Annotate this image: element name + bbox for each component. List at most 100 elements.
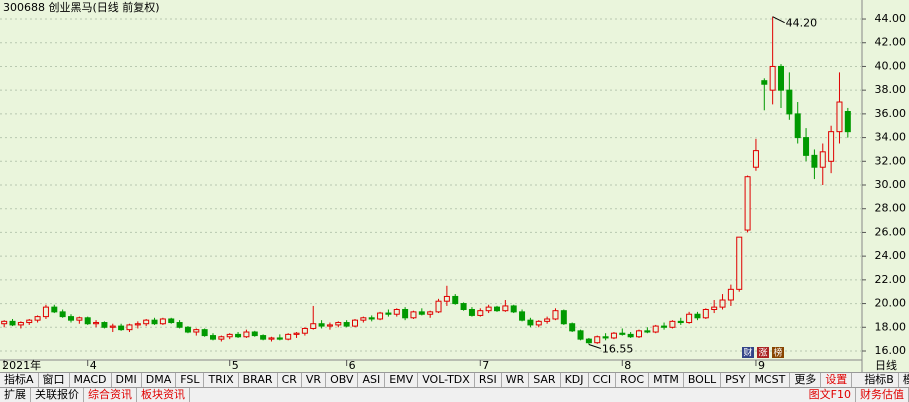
candle-body: [535, 320, 542, 326]
candle-body: [143, 319, 150, 325]
x-tick-label: 7: [482, 359, 489, 372]
candle-body: [34, 316, 41, 321]
y-tick-label: 20.00: [875, 297, 907, 310]
y-tick-label: 44.00: [875, 12, 907, 25]
toolbar-button[interactable]: VOL-TDX: [418, 373, 475, 387]
candle-body: [527, 319, 534, 326]
toolbar-button[interactable]: BOLL: [684, 373, 722, 387]
candle-body: [719, 299, 726, 308]
candle-body: [17, 322, 24, 326]
candle-body: [118, 325, 125, 331]
candle-body: [786, 89, 793, 115]
tab[interactable]: 图文F10: [805, 388, 856, 402]
toolbar-button[interactable]: DMI: [112, 373, 142, 387]
y-tick-label: 40.00: [875, 59, 907, 72]
candle-body: [602, 336, 609, 339]
candle-body: [93, 322, 100, 325]
candle-body: [168, 318, 175, 324]
toolbar-button[interactable]: MTM: [649, 373, 684, 387]
candle-body: [803, 137, 810, 156]
toolbar-button[interactable]: EMV: [385, 373, 419, 387]
tab[interactable]: 关联报价: [31, 388, 84, 402]
candle-body: [669, 320, 676, 328]
toolbar-button[interactable]: SAR: [529, 373, 561, 387]
candle-body: [285, 333, 292, 340]
candle-body: [627, 333, 634, 338]
candle-body: [652, 325, 659, 333]
candle-body: [235, 333, 242, 338]
candle-body: [418, 311, 425, 315]
candle-body: [494, 306, 500, 312]
candle-body: [452, 295, 459, 305]
badge: [742, 347, 754, 358]
y-tick-label: 42.00: [875, 36, 907, 49]
candle-body: [310, 323, 317, 329]
tab[interactable]: 综合资讯: [84, 388, 137, 402]
candle-body: [293, 332, 300, 335]
candle-body: [778, 65, 784, 91]
tab[interactable]: 扩展: [0, 388, 31, 402]
tab[interactable]: 财务估值: [856, 388, 909, 402]
y-tick-label: 38.00: [875, 83, 907, 96]
candle-body: [1, 320, 8, 325]
toolbar-button[interactable]: 指标A: [0, 373, 39, 387]
toolbar-button[interactable]: PSY: [721, 373, 751, 387]
toolbar-button[interactable]: 模: [899, 373, 909, 387]
candle-body: [368, 317, 375, 320]
candle-body: [335, 322, 342, 326]
x-tick-label: 9: [758, 359, 765, 372]
candle-body: [176, 322, 183, 328]
candle-body: [485, 306, 492, 312]
candle-body: [343, 322, 350, 327]
candle-body: [752, 150, 759, 168]
toolbar-button[interactable]: TRIX: [204, 373, 239, 387]
candle-body: [544, 318, 551, 322]
toolbar-button[interactable]: OBV: [326, 373, 359, 387]
candle-body: [151, 319, 158, 325]
candle-body: [552, 310, 559, 320]
period-label: 日线: [875, 358, 897, 372]
toolbar-button[interactable]: 更多: [790, 373, 822, 387]
toolbar-button[interactable]: CCI: [589, 373, 617, 387]
candle-body: [9, 320, 16, 326]
candle-body: [736, 236, 743, 290]
candle-body: [727, 288, 734, 301]
candle-body: [76, 317, 83, 321]
annotation: 44.20: [786, 17, 818, 30]
toolbar-button[interactable]: BRAR: [239, 373, 278, 387]
toolbar-button[interactable]: ROC: [616, 373, 650, 387]
candle-body: [226, 333, 233, 338]
spacer: [852, 373, 860, 387]
chart-title: 300688 创业黑马(日线 前复权): [3, 0, 160, 14]
candle-body: [276, 337, 283, 340]
axis-panel: [862, 0, 909, 372]
toolbar-button[interactable]: ASI: [358, 373, 386, 387]
candle-body: [443, 295, 450, 302]
toolbar-button[interactable]: FSL: [176, 373, 205, 387]
toolbar-button[interactable]: WR: [502, 373, 530, 387]
toolbar-button[interactable]: 设置: [821, 373, 853, 387]
toolbar-button[interactable]: DMA: [142, 373, 177, 387]
x-tick-label: 4: [90, 359, 97, 372]
candle-body: [744, 176, 751, 231]
tab[interactable]: 板块资讯: [137, 388, 190, 402]
candle-body: [377, 312, 384, 320]
annotation-arrow: [772, 16, 785, 24]
y-tick-label: 30.00: [875, 178, 907, 191]
candle-body: [243, 331, 250, 338]
toolbar-button[interactable]: 窗口: [39, 373, 70, 387]
toolbar-button[interactable]: 指标B: [860, 373, 899, 387]
candle-body: [184, 326, 191, 333]
candle-body: [268, 337, 275, 340]
badge-label: 榜: [773, 347, 782, 359]
candle-body: [352, 319, 358, 327]
toolbar-button[interactable]: KDJ: [561, 373, 589, 387]
candle-body: [360, 317, 367, 321]
toolbar-button[interactable]: MACD: [70, 373, 112, 387]
candle-body: [393, 308, 400, 315]
y-tick-label: 36.00: [875, 107, 907, 120]
toolbar-button[interactable]: RSI: [475, 373, 502, 387]
toolbar-button[interactable]: VR: [302, 373, 327, 387]
toolbar-button[interactable]: MCST: [750, 373, 791, 387]
toolbar-button[interactable]: CR: [278, 373, 302, 387]
